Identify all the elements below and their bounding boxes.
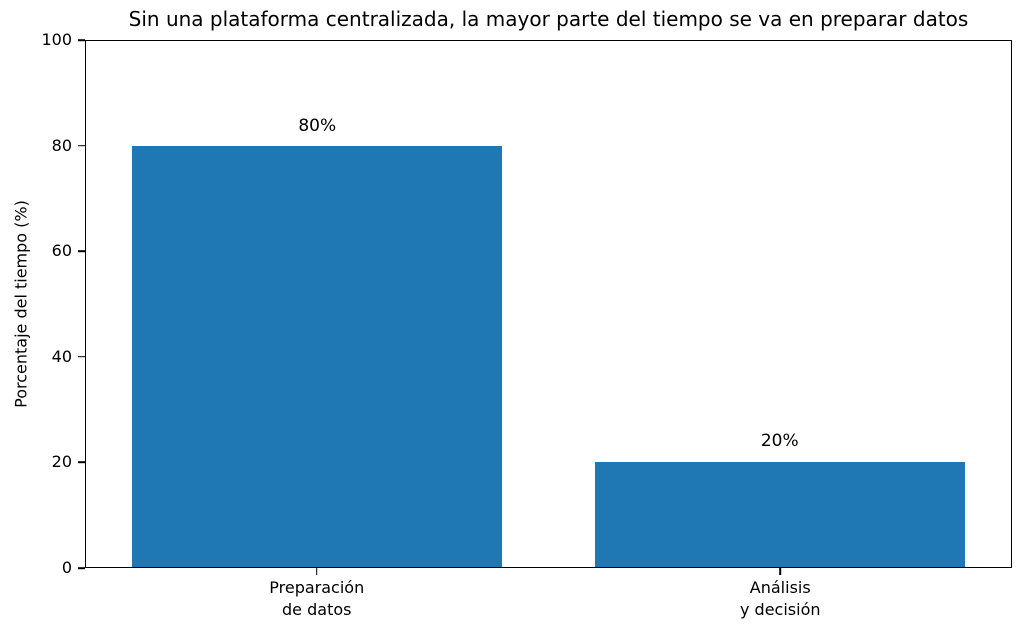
y-tick-mark: [78, 356, 85, 358]
y-tick-mark: [78, 39, 85, 41]
y-tick-mark: [78, 144, 85, 147]
x-tick-mark: [315, 568, 318, 575]
x-tick-label: Análisis y decisión: [739, 578, 821, 619]
plot-area: 80% 20%: [85, 40, 1012, 568]
bar-value-label: 80%: [298, 115, 337, 136]
y-tick-label: 0: [61, 558, 72, 577]
y-tick-label: 60: [51, 241, 72, 261]
y-tick-mark: [78, 567, 85, 569]
bar-0: [132, 146, 503, 567]
y-tick-label: 20: [51, 452, 72, 472]
x-axis-labels: Preparación de datos Análisis y decisión: [85, 568, 1012, 634]
bar-value-label: 20%: [760, 431, 799, 452]
chart-title: Sin una plataforma centralizada, la mayo…: [128, 7, 969, 31]
y-axis-ticks: 0 20 40 60 80 100: [0, 32, 85, 576]
y-tick-label: 40: [51, 346, 72, 366]
y-tick-mark: [78, 250, 85, 252]
bar-1: [594, 461, 965, 567]
y-tick-label: 80: [51, 135, 72, 155]
x-tick-mark: [779, 568, 782, 575]
x-tick-label: Preparación de datos: [269, 578, 365, 619]
y-tick-label: 100: [41, 30, 72, 49]
y-tick-mark: [78, 461, 85, 464]
